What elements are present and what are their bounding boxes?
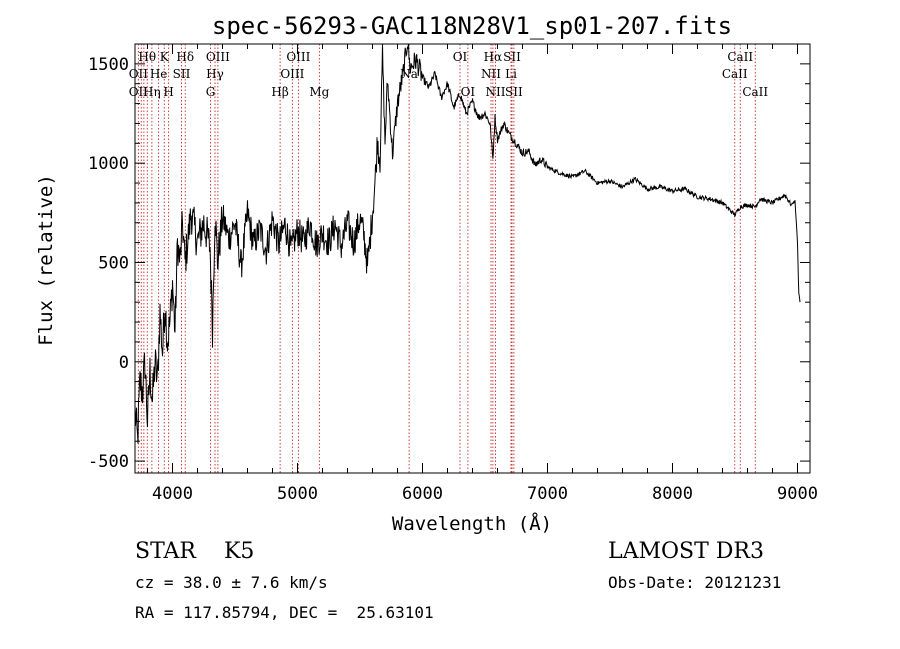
line-label: K: [160, 50, 170, 64]
line-label: Hβ: [271, 85, 288, 99]
line-label: Hθ: [138, 50, 156, 64]
x-tick-label: 9000: [777, 484, 818, 504]
x-tick-label: 7000: [527, 484, 568, 504]
y-tick-label: 500: [98, 253, 129, 273]
line-label: Li: [505, 67, 517, 81]
line-label: OI: [453, 50, 468, 64]
observation-date: Obs-Date: 20121231: [608, 573, 782, 592]
line-label: CaII: [722, 67, 748, 81]
flux-line: [135, 44, 801, 444]
axis-ticks: 4000 5000 6000 7000 8000 9000 -500 0 500 1000 1500: [88, 43, 818, 504]
line-label: G: [206, 85, 216, 99]
line-label: SII: [505, 85, 523, 99]
line-label: OII: [129, 85, 149, 99]
line-label: SII: [503, 50, 521, 64]
line-label: CaII: [742, 85, 768, 99]
line-label: Hγ: [206, 67, 224, 81]
y-tick-label: -500: [88, 452, 129, 472]
coordinates: RA = 117.85794, DEC = 25.63101: [135, 603, 434, 622]
x-axis-label: Wavelength (Å): [392, 512, 552, 535]
line-label: Mg: [309, 85, 329, 99]
line-label: OIII: [286, 50, 310, 64]
line-label: He: [150, 67, 168, 81]
line-label: OI: [461, 85, 476, 99]
line-label: Hδ: [176, 50, 194, 64]
x-tick-label: 4000: [152, 484, 193, 504]
y-tick-label: 1500: [88, 55, 129, 75]
line-label: CaII: [727, 50, 753, 64]
line-label: NII: [481, 67, 501, 81]
line-label: OIII: [206, 50, 230, 64]
survey-name: LAMOST DR3: [608, 539, 764, 564]
line-label: Na: [400, 67, 418, 81]
line-label: Hη: [143, 85, 161, 99]
emission-line-markers: [137, 44, 756, 473]
flux-series: [135, 44, 801, 444]
line-label: OIII: [280, 67, 304, 81]
y-tick-label: 0: [119, 353, 129, 373]
plot-frame: [134, 43, 811, 474]
x-tick-label: 8000: [652, 484, 693, 504]
x-tick-label: 5000: [277, 484, 318, 504]
line-label: SII: [173, 67, 191, 81]
y-axis-label: Flux (relative): [35, 174, 57, 346]
object-class: STAR K5: [135, 539, 255, 564]
line-label: H: [163, 85, 173, 99]
y-tick-label: 1000: [88, 154, 129, 174]
line-label: Hα: [484, 50, 503, 64]
line-label: NII: [486, 85, 506, 99]
redshift-velocity: cz = 38.0 ± 7.6 km/s: [135, 573, 328, 592]
x-tick-label: 6000: [402, 484, 443, 504]
chart-title: spec-56293-GAC118N28V1_sp01-207.fits: [212, 12, 732, 40]
line-label: OII: [129, 67, 149, 81]
